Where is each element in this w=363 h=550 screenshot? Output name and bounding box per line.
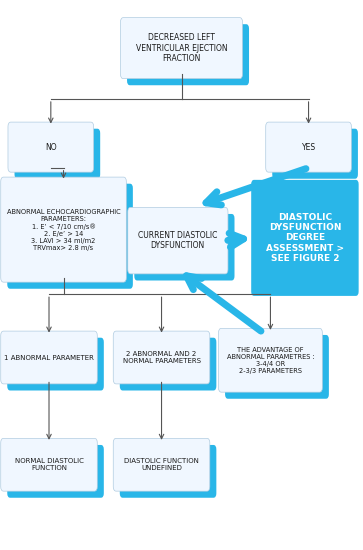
FancyBboxPatch shape — [272, 129, 358, 179]
FancyBboxPatch shape — [225, 335, 329, 399]
Text: DECREASED LEFT
VENTRICULAR EJECTION
FRACTION: DECREASED LEFT VENTRICULAR EJECTION FRAC… — [136, 33, 227, 63]
FancyBboxPatch shape — [7, 338, 104, 390]
Text: DIASTOLIC FUNCTION
UNDEFINED: DIASTOLIC FUNCTION UNDEFINED — [124, 458, 199, 471]
Text: THE ADVANTAGE OF
ABNORMAL PARAMETRES :
3-4/4 OR
2-3/3 PARAMETERS: THE ADVANTAGE OF ABNORMAL PARAMETRES : 3… — [227, 346, 314, 374]
FancyBboxPatch shape — [1, 438, 97, 491]
Text: DIASTOLIC
DYSFUNCTION
DEGREE
ASSESSMENT >
SEE FIGURE 2: DIASTOLIC DYSFUNCTION DEGREE ASSESSMENT … — [266, 212, 344, 263]
Text: 2 ABNORMAL AND 2
NORMAL PARAMETERS: 2 ABNORMAL AND 2 NORMAL PARAMETERS — [123, 351, 200, 364]
FancyBboxPatch shape — [1, 331, 97, 384]
FancyBboxPatch shape — [113, 331, 210, 384]
FancyBboxPatch shape — [127, 24, 249, 85]
FancyBboxPatch shape — [15, 129, 100, 179]
Text: 1 ABNORMAL PARAMETER: 1 ABNORMAL PARAMETER — [4, 355, 94, 360]
FancyBboxPatch shape — [251, 180, 359, 296]
FancyBboxPatch shape — [134, 214, 234, 280]
FancyBboxPatch shape — [7, 184, 133, 289]
FancyBboxPatch shape — [266, 122, 351, 172]
Text: ABNORMAL ECHOCARDIOGRAPHIC
PARAMETERS:
1. E’ < 7/10 cm/s®
2. E/e’ > 14
3. LAVI >: ABNORMAL ECHOCARDIOGRAPHIC PARAMETERS: 1… — [7, 208, 121, 251]
Text: CURRENT DIASTOLIC
DYSFUNCTION: CURRENT DIASTOLIC DYSFUNCTION — [138, 231, 217, 250]
FancyBboxPatch shape — [7, 445, 104, 498]
FancyBboxPatch shape — [113, 438, 210, 491]
FancyBboxPatch shape — [120, 445, 216, 498]
FancyBboxPatch shape — [1, 177, 126, 282]
Text: YES: YES — [302, 142, 315, 152]
FancyBboxPatch shape — [128, 207, 228, 274]
FancyBboxPatch shape — [120, 338, 216, 390]
FancyBboxPatch shape — [121, 18, 242, 79]
FancyBboxPatch shape — [219, 328, 322, 392]
FancyBboxPatch shape — [8, 122, 94, 172]
Text: NORMAL DIASTOLIC
FUNCTION: NORMAL DIASTOLIC FUNCTION — [15, 458, 83, 471]
Text: NO: NO — [45, 142, 57, 152]
